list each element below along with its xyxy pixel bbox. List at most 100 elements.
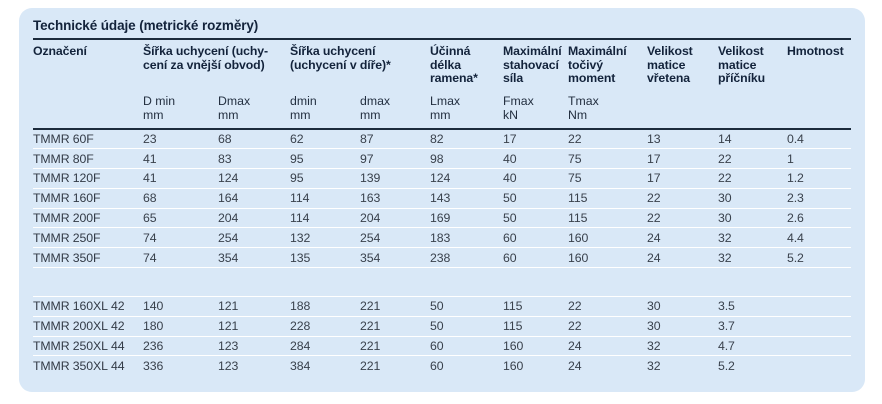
value-cell: 98 <box>430 151 444 166</box>
value-cell: 221 <box>360 359 381 374</box>
designation-extra-value: 42 <box>111 319 125 334</box>
value-cell: 123 <box>218 359 239 374</box>
value-cell: 132 <box>290 230 311 245</box>
value-cell: 238 <box>430 250 451 265</box>
column-header-effective-arm-length: Účinná délka ramena* <box>430 44 478 85</box>
value-cell: 4.7 <box>718 339 735 354</box>
value-cell: 124 <box>218 171 239 186</box>
model-designation: TMMR 350XL <box>33 359 108 374</box>
value-cell: 22 <box>647 211 661 226</box>
designation-cell: TMMR 350XL 44 <box>33 359 143 373</box>
value-cell: 82 <box>430 131 444 146</box>
value-cell: 74 <box>143 250 157 265</box>
designation-extra-value: 44 <box>111 359 125 374</box>
value-cell: 95 <box>290 151 304 166</box>
value-cell: 143 <box>430 191 451 206</box>
table-row: TMMR 120F 41 124 95 139 124 40 75 17 22 1.2 <box>33 169 851 189</box>
value-cell: 65 <box>143 211 157 226</box>
value-cell: 22 <box>568 299 582 314</box>
value-cell: 17 <box>647 151 661 166</box>
model-designation: TMMR 160XL <box>33 299 108 314</box>
units-cell: dmax mm <box>360 93 391 122</box>
value-cell: 5.2 <box>787 250 804 265</box>
designation-extra-value: 44 <box>111 339 125 354</box>
units-row: D min mm Dmax mm dmin mm dmax mm Lmax mm Fmax… <box>33 94 851 125</box>
value-cell: 23 <box>143 131 157 146</box>
value-cell: 3.7 <box>718 319 735 334</box>
value-cell: 50 <box>503 211 517 226</box>
value-cell: 30 <box>718 191 732 206</box>
table-row: TMMR 60F 23 68 62 87 82 17 22 13 14 0.4 <box>33 130 851 150</box>
value-cell: 139 <box>360 171 381 186</box>
model-designation: TMMR 60F <box>33 131 94 146</box>
designation-cell: TMMR 60F <box>33 132 143 146</box>
value-cell: 164 <box>218 191 239 206</box>
model-designation: TMMR 200F <box>33 211 101 226</box>
table-body-xl-series: TMMR 160XL 42 140 121 188 221 50 115 22 30 3.5 TMMR… <box>33 297 851 376</box>
value-cell: 95 <box>290 171 304 186</box>
value-cell: 160 <box>503 359 524 374</box>
value-cell: 24 <box>647 250 661 265</box>
value-cell: 3.5 <box>718 299 735 314</box>
value-cell: 75 <box>568 171 582 186</box>
table-row: TMMR 200F 65 204 114 204 169 50 115 22 30 2.6 <box>33 209 851 229</box>
value-cell: 97 <box>360 151 374 166</box>
value-cell: 140 <box>143 299 164 314</box>
table-row: TMMR 350XL 44 336 123 384 221 60 160 24 32 5.2 <box>33 356 851 376</box>
column-header-designation: Označení <box>33 44 87 58</box>
column-header-max-pulling-force: Maximální stahovací síla <box>503 44 562 85</box>
value-cell: 114 <box>290 191 310 206</box>
value-cell: 74 <box>143 230 157 245</box>
value-cell: 30 <box>647 299 661 314</box>
designation-cell: TMMR 200F <box>33 211 143 225</box>
value-cell: 354 <box>218 250 239 265</box>
value-cell: 115 <box>503 319 523 334</box>
table-row: TMMR 350F 74 354 135 354 238 60 160 24 32 5.2 <box>33 248 851 269</box>
value-cell: 60 <box>430 339 444 354</box>
value-cell: 32 <box>718 230 732 245</box>
value-cell: 169 <box>430 211 451 226</box>
value-cell: 160 <box>568 250 589 265</box>
value-cell: 228 <box>290 319 311 334</box>
table-body-f-series: TMMR 60F 23 68 62 87 82 17 22 13 14 0.4 TMMR 80F 41 8… <box>33 130 851 269</box>
designation-cell: TMMR 200XL 42 <box>33 319 143 333</box>
model-designation: TMMR 250F <box>33 230 101 245</box>
value-cell: 87 <box>360 131 374 146</box>
value-cell: 83 <box>218 151 232 166</box>
title-divider <box>33 38 851 40</box>
value-cell: 50 <box>430 299 444 314</box>
value-cell: 22 <box>568 319 582 334</box>
model-designation: TMMR 80F <box>33 151 94 166</box>
value-cell: 22 <box>568 131 582 146</box>
designation-cell: TMMR 350F <box>33 251 143 265</box>
value-cell: 50 <box>430 319 444 334</box>
units-cell: Lmax mm <box>430 93 461 122</box>
designation-cell: TMMR 120F <box>33 171 143 185</box>
value-cell: 384 <box>290 359 311 374</box>
value-cell: 254 <box>360 230 381 245</box>
value-cell: 180 <box>143 319 164 334</box>
value-cell: 2.3 <box>787 191 804 206</box>
model-designation: TMMR 120F <box>33 171 101 186</box>
value-cell: 284 <box>290 339 311 354</box>
designation-extra-value: 42 <box>111 299 125 314</box>
value-cell: 204 <box>218 211 239 226</box>
table-row: TMMR 200XL 42 180 121 228 221 50 115 22 30 3.7 <box>33 317 851 337</box>
model-designation: TMMR 200XL <box>33 319 108 334</box>
value-cell: 124 <box>430 171 451 186</box>
value-cell: 60 <box>430 359 444 374</box>
table-row: TMMR 250XL 44 236 123 284 221 60 160 24 32 4.7 <box>33 337 851 357</box>
value-cell: 135 <box>290 250 311 265</box>
value-cell: 254 <box>218 230 239 245</box>
column-header-crossbar-nut-size: Velikost matice příčníku <box>718 44 766 85</box>
value-cell: 75 <box>568 151 582 166</box>
model-designation: TMMR 250XL <box>33 339 108 354</box>
table-row: TMMR 160XL 42 140 121 188 221 50 115 22 30 3.5 <box>33 297 851 317</box>
value-cell: 115 <box>568 211 588 226</box>
model-designation: TMMR 160F <box>33 191 101 206</box>
table-header-row: Označení Šířka uchycení (uchy- cení za v… <box>33 40 851 86</box>
value-cell: 183 <box>430 230 451 245</box>
value-cell: 0.4 <box>787 131 804 146</box>
value-cell: 24 <box>568 359 582 374</box>
